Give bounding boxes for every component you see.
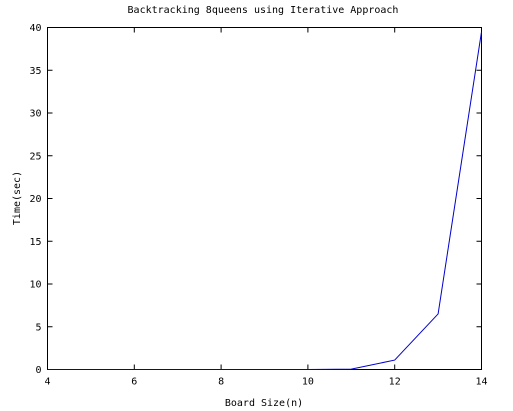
x-tick-label: 12 [389, 377, 401, 388]
plot-area: 0 5 10 15 20 25 30 35 40 4 6 8 10 12 14 [29, 23, 487, 388]
y-tick-label: 25 [29, 151, 41, 162]
y-tick-label: 0 [35, 365, 41, 376]
series-layer [47, 31, 482, 370]
x-axis-label: Board Size(n) [225, 398, 303, 409]
y-axis-ticks: 0 5 10 15 20 25 30 35 40 [29, 23, 482, 376]
y-axis-label: Time(sec) [12, 171, 23, 225]
x-axis-ticks: 4 6 8 10 12 14 [44, 27, 488, 388]
chart-title: Backtracking 8queens using Iterative App… [128, 5, 399, 16]
x-tick-label: 10 [302, 377, 314, 388]
y-tick-label: 35 [29, 66, 41, 77]
y-tick-label: 40 [29, 23, 41, 34]
y-tick-label: 15 [29, 237, 41, 248]
y-tick-label: 10 [29, 280, 41, 291]
x-tick-label: 14 [475, 377, 487, 388]
plot-frame [47, 27, 482, 370]
x-tick-label: 8 [218, 377, 224, 388]
x-tick-label: 6 [131, 377, 137, 388]
x-tick-label: 4 [44, 377, 50, 388]
y-tick-label: 20 [29, 194, 41, 205]
y-tick-label: 30 [29, 109, 41, 120]
y-tick-label: 5 [35, 322, 41, 333]
series-line [47, 31, 482, 370]
